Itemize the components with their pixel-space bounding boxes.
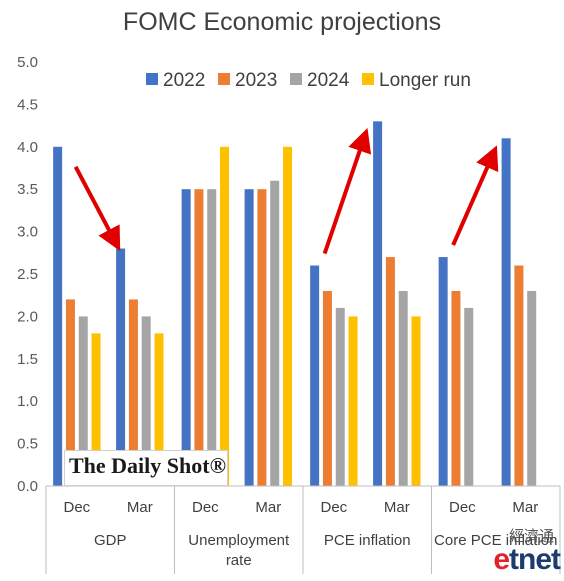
bar <box>154 333 164 486</box>
y-tick-label: 2.0 <box>17 308 38 325</box>
y-tick-label: 3.5 <box>17 181 38 198</box>
y-tick-label: 0.5 <box>17 436 38 453</box>
sub-category-label: Mar <box>512 499 538 516</box>
sub-category-label: Mar <box>127 499 153 516</box>
watermark-logo-e: e <box>493 543 510 576</box>
bar <box>141 316 151 486</box>
sub-category-label: Mar <box>384 499 410 516</box>
bar <box>78 316 88 486</box>
bar <box>220 146 230 487</box>
group-label: rate <box>226 552 252 569</box>
group-label: PCE inflation <box>324 532 411 549</box>
bar <box>91 333 101 486</box>
y-tick-label: 1.5 <box>17 351 38 368</box>
sub-category-label: Dec <box>192 499 219 516</box>
y-tick-label: 1.0 <box>17 393 38 410</box>
y-tick-label: 5.0 <box>17 54 38 71</box>
watermark-logo: etnet <box>493 543 561 576</box>
bar <box>451 290 461 486</box>
trend-arrow-up <box>451 145 499 246</box>
annotations <box>73 128 499 255</box>
y-tick-label: 2.5 <box>17 266 38 283</box>
bar <box>53 146 63 487</box>
group-label: GDP <box>94 532 127 549</box>
bar <box>207 189 217 486</box>
sub-category-label: Mar <box>255 499 281 516</box>
y-tick-label: 3.0 <box>17 224 38 241</box>
legend-swatch-0 <box>146 73 158 85</box>
legend-label-1: 2023 <box>235 70 277 91</box>
group-label: Core PCE inflation <box>434 532 557 549</box>
watermark-cjk: 經濟通 <box>508 527 554 545</box>
bar <box>385 257 395 486</box>
bar <box>283 146 293 487</box>
bar <box>514 265 524 486</box>
bar <box>527 290 537 486</box>
bar <box>438 257 448 486</box>
bars <box>53 121 537 487</box>
etnet-watermark: 經濟通 etnet <box>493 525 561 576</box>
bar <box>398 290 408 486</box>
bar <box>194 189 204 486</box>
y-tick-label: 4.5 <box>17 96 38 113</box>
sub-category-label: Dec <box>449 499 476 516</box>
bar <box>348 316 358 486</box>
legend-label-2: 2024 <box>307 70 350 91</box>
trend-arrow-up <box>322 128 372 255</box>
bar <box>464 307 474 486</box>
legend-label-0: 2022 <box>163 70 205 91</box>
bar <box>244 189 254 486</box>
bar <box>322 290 332 486</box>
y-axis: 0.0 0.5 1.0 1.5 2.0 2.5 3.0 3.5 4.0 4.5 5.0 <box>17 54 38 495</box>
daily-shot-logo-text: The Daily Shot® <box>69 453 227 478</box>
group-label: Unemployment <box>188 532 290 549</box>
legend-swatch-3 <box>362 73 374 85</box>
legend-swatch-1 <box>218 73 230 85</box>
sub-category-label: Dec <box>63 499 90 516</box>
trend-arrow-down <box>73 165 121 252</box>
bar <box>335 307 345 486</box>
bar <box>411 316 421 486</box>
chart-title: FOMC Economic projections <box>123 8 441 36</box>
legend-swatch-2 <box>290 73 302 85</box>
bar <box>373 121 383 487</box>
bar <box>501 138 511 486</box>
y-tick-label: 0.0 <box>17 478 38 495</box>
bar <box>116 248 126 486</box>
bar <box>181 189 191 486</box>
bar <box>65 299 75 486</box>
daily-shot-logo: The Daily Shot® <box>64 450 228 486</box>
y-tick-label: 4.0 <box>17 139 38 156</box>
bar <box>128 299 138 486</box>
bar <box>310 265 320 486</box>
bar <box>270 180 280 486</box>
legend-label-3: Longer run <box>379 70 471 91</box>
chart-legend: 2022 2023 2024 Longer run <box>146 70 471 91</box>
sub-category-label: Dec <box>320 499 347 516</box>
bar <box>257 189 267 486</box>
watermark-logo-rest: tnet <box>509 543 561 576</box>
